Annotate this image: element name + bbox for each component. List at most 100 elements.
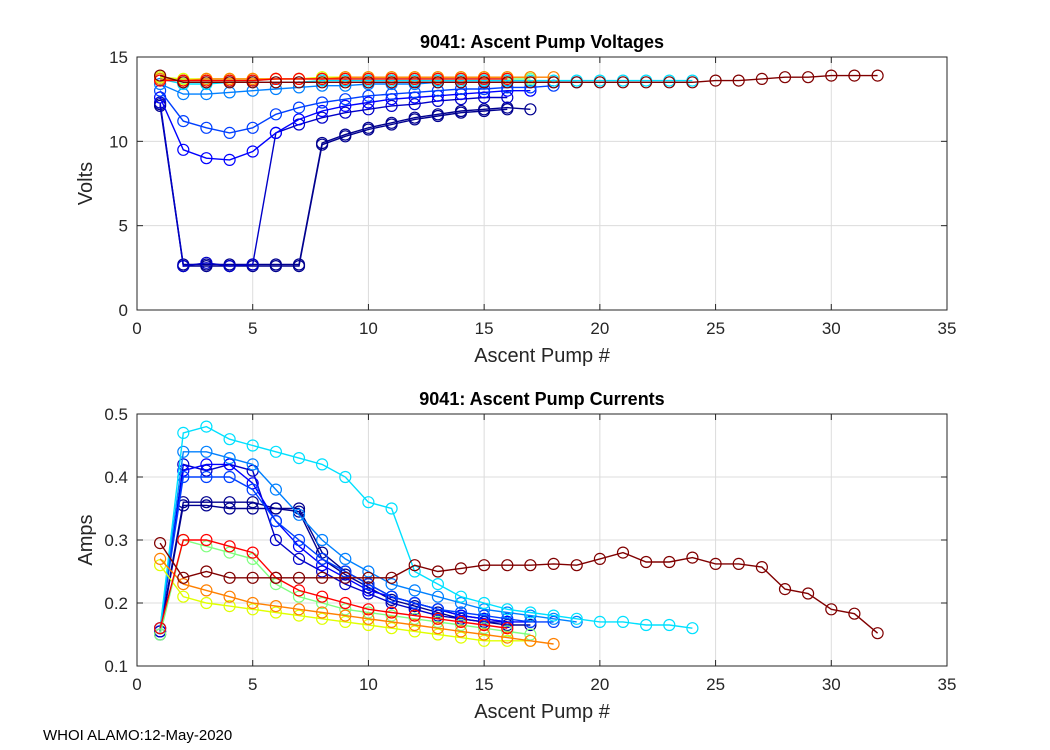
- data-point: [663, 76, 676, 89]
- data-point: [524, 76, 537, 89]
- data-point: [177, 426, 190, 439]
- data-point: [501, 612, 514, 625]
- data-point: [478, 559, 491, 572]
- data-point: [848, 69, 861, 82]
- data-point: [431, 606, 444, 619]
- data-point: [385, 590, 398, 603]
- data-point: [246, 121, 259, 134]
- data-point: [316, 606, 329, 619]
- data-point: [454, 82, 468, 96]
- data-point: [362, 89, 375, 102]
- data-point: [223, 260, 236, 273]
- data-point: [547, 612, 560, 625]
- data-point: [269, 606, 282, 619]
- data-point: [292, 584, 306, 597]
- data-point: [385, 87, 398, 101]
- data-point: [478, 86, 491, 99]
- x-tick-label: 5: [248, 675, 257, 694]
- data-point: [154, 69, 167, 82]
- data-point: [663, 555, 676, 569]
- series-line-profile-late-low-1: [159, 105, 508, 267]
- data-point: [385, 606, 398, 619]
- series-line-profile-red: [159, 539, 508, 629]
- data-point: [431, 628, 444, 641]
- data-point: [177, 590, 190, 603]
- data-point: [339, 609, 352, 622]
- data-point: [246, 571, 259, 584]
- data-point: [154, 84, 167, 97]
- current-chart: 0 5 10 15 20 25 30 35 0.1 0.2 0.3 0.4 0.5 9041: Ascen…: [75, 389, 956, 723]
- data-point: [246, 603, 259, 616]
- data-point: [269, 82, 282, 96]
- data-point: [269, 533, 282, 547]
- x-tick-label: 30: [822, 675, 841, 694]
- data-point: [778, 582, 792, 596]
- data-point: [269, 571, 282, 584]
- data-point: [501, 76, 514, 89]
- y-tick-label: 10: [109, 132, 128, 151]
- data-point: [616, 76, 630, 89]
- data-point: [200, 152, 213, 165]
- data-point: [177, 445, 190, 458]
- data-point: [431, 565, 444, 578]
- data-point: [200, 584, 213, 597]
- data-point: [639, 76, 653, 89]
- data-point: [524, 103, 537, 116]
- data-point: [316, 559, 329, 572]
- data-point: [200, 470, 213, 484]
- data-point: [223, 502, 236, 515]
- data-point: [316, 565, 329, 578]
- data-point: [316, 571, 329, 584]
- data-point: [454, 615, 468, 629]
- data-point: [200, 458, 213, 471]
- data-point: [478, 628, 491, 641]
- series-line-profile-green: [159, 539, 531, 636]
- data-point: [269, 108, 282, 121]
- data-point: [316, 72, 329, 86]
- data-point: [269, 599, 282, 613]
- data-point: [269, 445, 282, 458]
- data-point: [154, 96, 167, 109]
- data-point: [246, 84, 259, 97]
- data-point: [755, 560, 769, 574]
- x-tick-label: 20: [590, 675, 609, 694]
- data-point: [246, 258, 259, 271]
- data-point: [825, 69, 838, 82]
- data-point: [385, 596, 398, 610]
- x-tick-label: 25: [706, 319, 725, 338]
- data-point: [478, 609, 491, 622]
- data-point: [431, 577, 444, 591]
- data-point: [292, 609, 306, 622]
- data-point: [501, 606, 514, 619]
- data-point: [246, 439, 259, 452]
- data-point: [408, 584, 421, 597]
- data-point: [362, 496, 375, 509]
- data-point: [223, 452, 236, 465]
- data-point: [200, 596, 213, 610]
- y-tick-label: 0.4: [104, 468, 128, 487]
- data-point: [316, 590, 329, 603]
- data-point: [223, 546, 236, 559]
- series-line-profile-yellow: [159, 564, 531, 642]
- data-point: [269, 126, 282, 139]
- data-point: [663, 618, 676, 632]
- series-layer: [154, 69, 884, 273]
- data-point: [339, 99, 352, 113]
- data-point: [292, 552, 306, 566]
- data-point: [246, 76, 259, 89]
- data-point: [269, 483, 282, 496]
- data-point: [223, 86, 236, 99]
- axes-box: [136, 56, 948, 311]
- data-point: [339, 470, 352, 484]
- data-point: [686, 622, 699, 635]
- data-point: [547, 76, 560, 89]
- data-point: [223, 590, 236, 603]
- y-tick-label: 0.1: [104, 657, 128, 676]
- data-point: [431, 108, 444, 121]
- data-point: [362, 571, 375, 584]
- voltage-chart: 0 5 10 15 20 25 30 35 0 5 10 15 9041: Ascent Pump Vo…: [75, 32, 956, 367]
- data-point: [778, 71, 792, 84]
- data-point: [454, 618, 468, 632]
- data-point: [478, 615, 491, 629]
- data-point: [223, 470, 236, 484]
